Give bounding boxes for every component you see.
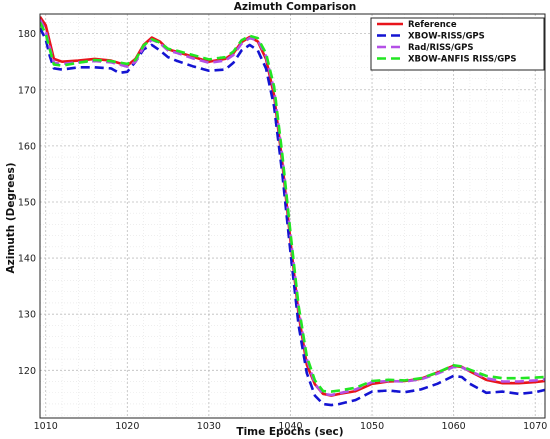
legend-label: Rad/RISS/GPS [408,43,473,53]
legend-label: Reference [408,20,457,30]
series-lines [40,16,545,407]
y-axis-label: Azimuth (Degrees) [5,162,17,273]
chart-title: Azimuth Comparison [234,1,357,13]
plot-frame [39,13,546,419]
x-tick-label: 1020 [115,421,139,432]
legend-label: XBOW-RISS/GPS [408,32,485,42]
y-tick-label: 140 [18,254,36,265]
x-tick-label: 1060 [442,421,466,432]
legend-box [370,17,545,71]
y-tick-label: 160 [18,141,36,152]
y-tick-label: 150 [18,197,36,208]
y-tick-label: 130 [18,310,36,321]
x-axis-label: Time Epochs (sec) [236,426,343,438]
y-tick-label: 180 [18,29,36,40]
series-line-3 [40,21,545,393]
x-tick-label: 1070 [523,421,547,432]
series-line-1 [40,27,545,407]
x-tick-label: 1010 [34,421,58,432]
y-tick-label: 120 [18,366,36,377]
x-tick-label: 1040 [278,421,302,432]
x-tick-label: 1030 [197,421,221,432]
y-tick-label: 170 [18,85,36,96]
axis-ticks: 1010 1020 1030 1040 1050 1060 1070 120 130 140 150… [18,29,547,432]
legend-label: XBOW-ANFIS RISS/GPS [408,55,517,65]
x-tick-label: 1050 [360,421,384,432]
